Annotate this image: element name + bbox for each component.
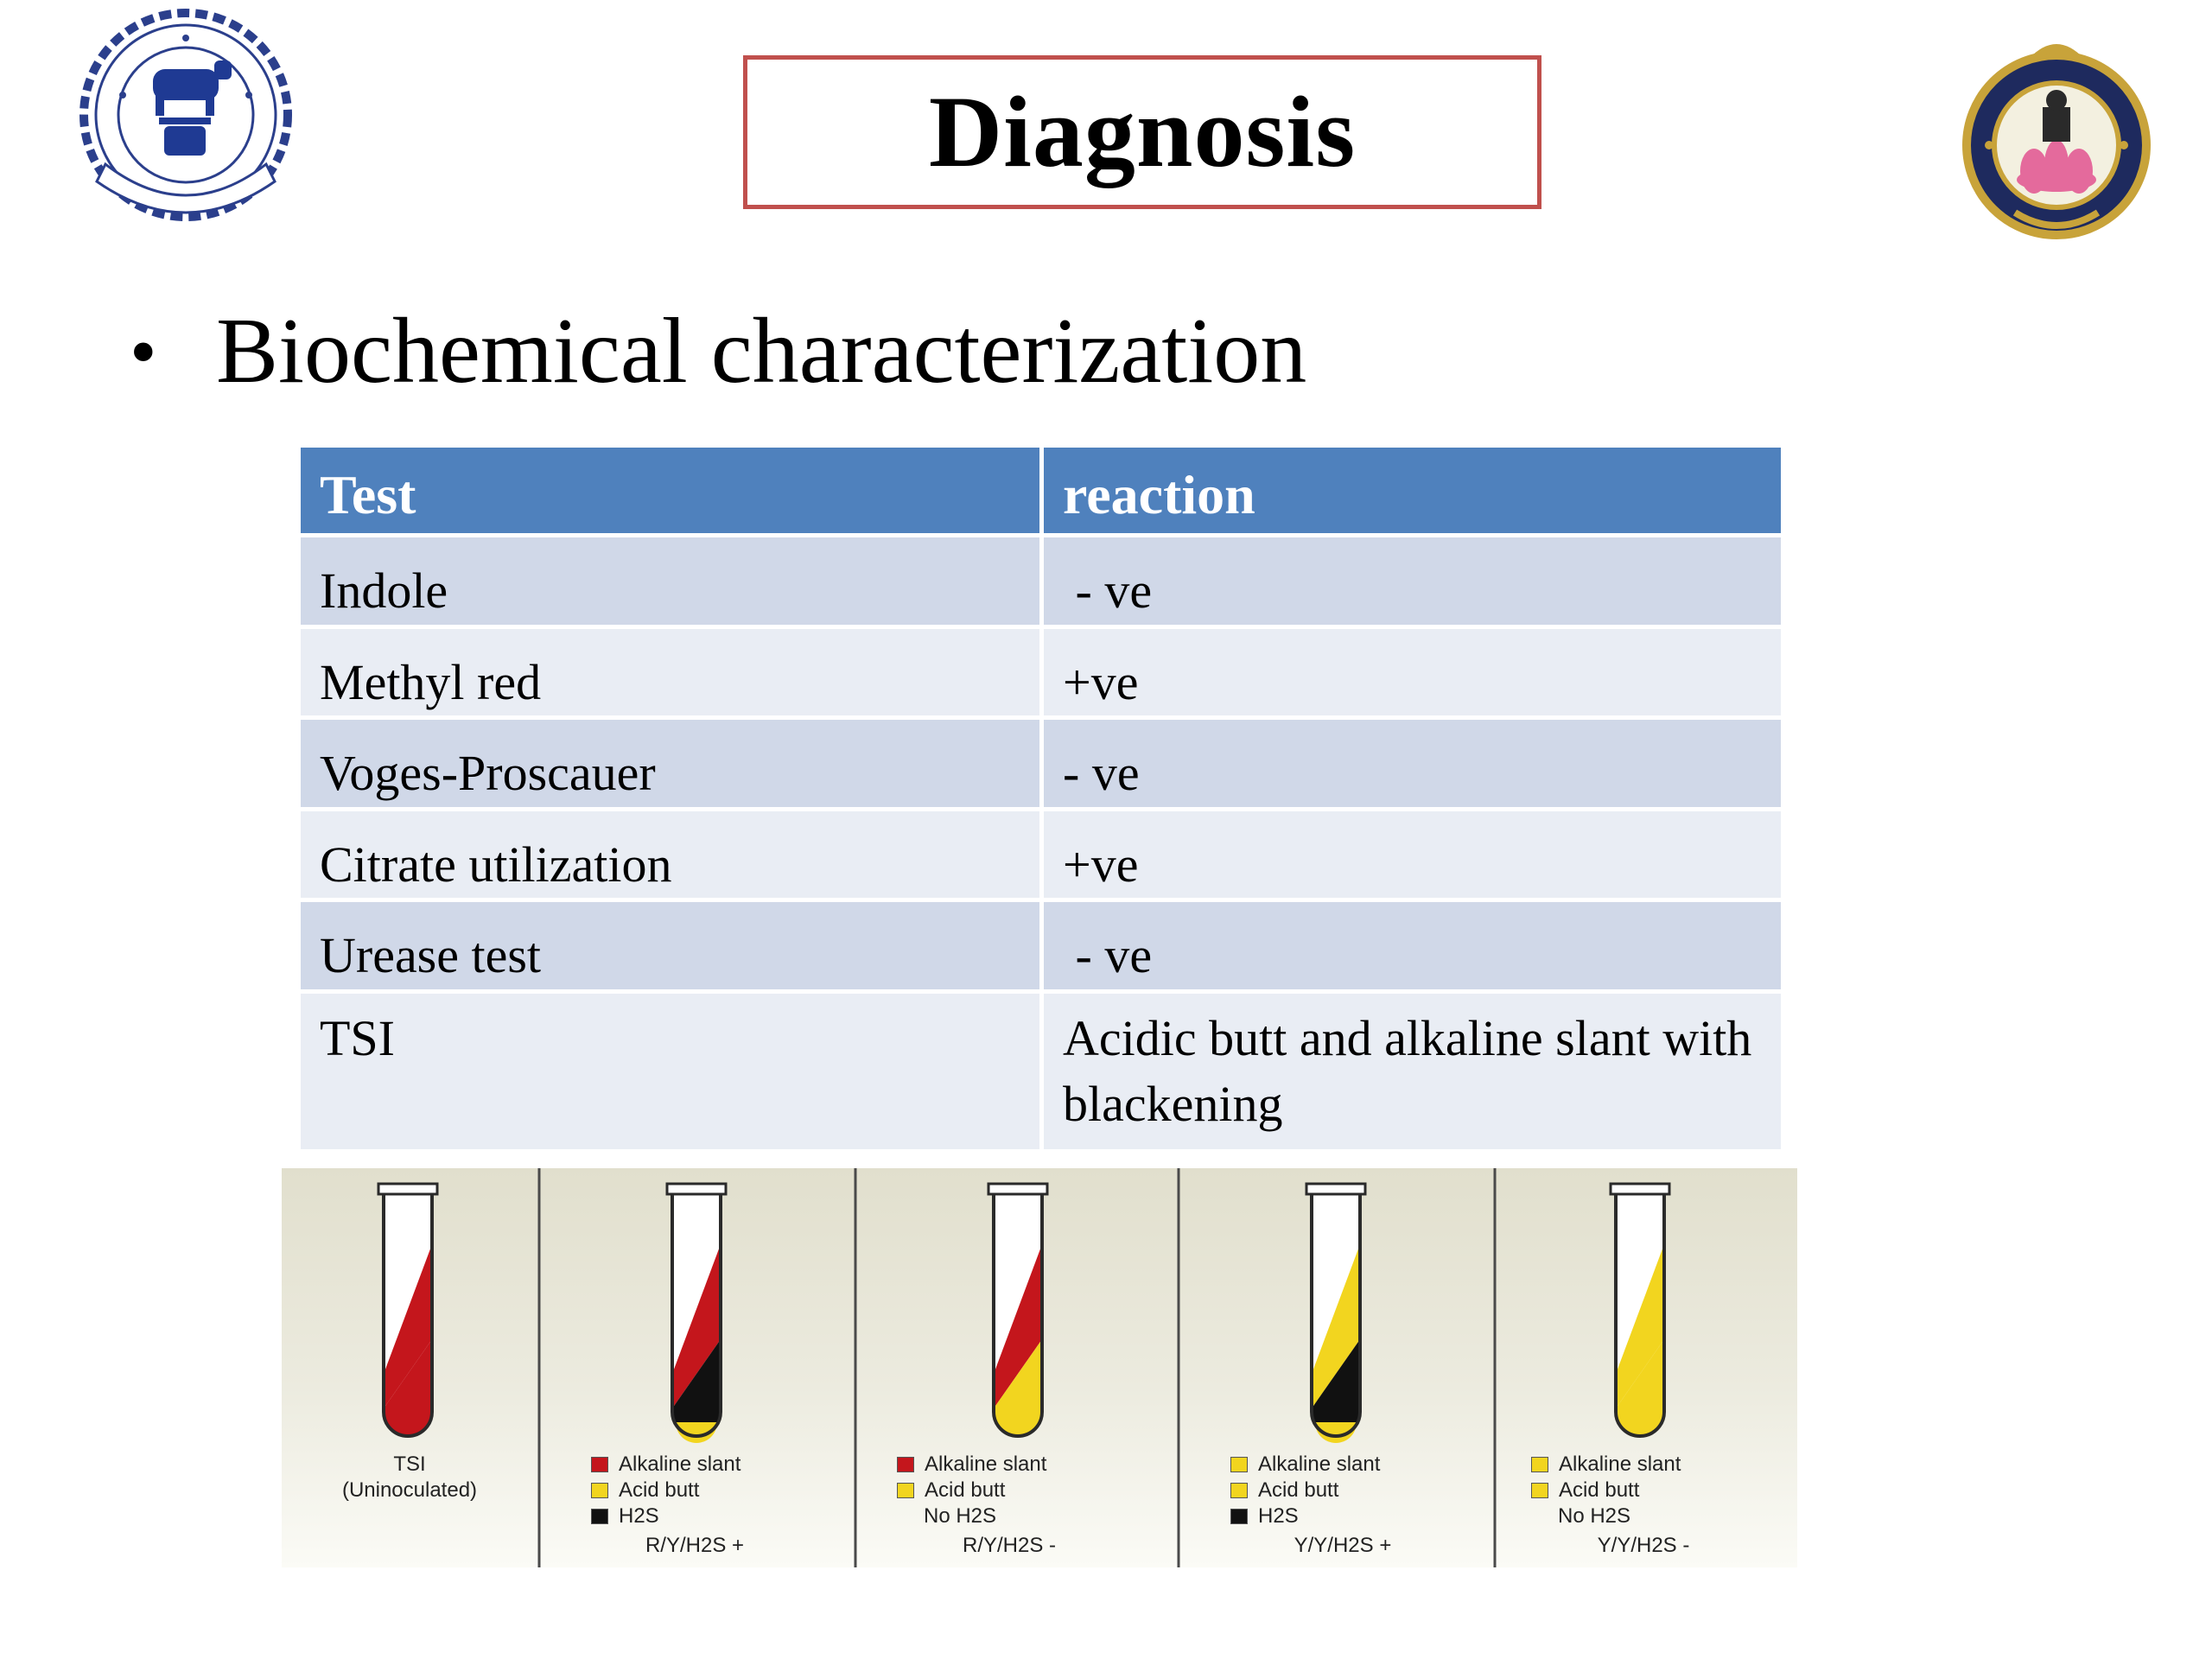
test-tube-3 [987, 1182, 1049, 1438]
header-test: Test [296, 443, 1044, 537]
cell-test: Voges-Proscauer [296, 715, 1044, 811]
bullet-text: Biochemical characterization [216, 300, 1307, 403]
butt-label: Acid butt [925, 1478, 1006, 1502]
test-tube-1 [377, 1182, 439, 1438]
cell-reaction: +ve [1039, 806, 1785, 903]
title-box: Diagnosis [743, 55, 1541, 209]
cell-test: Methyl red [296, 624, 1044, 721]
butt-label: Acid butt [619, 1478, 700, 1502]
cell-test: Citrate utilization [296, 806, 1044, 903]
red-swatch-icon [591, 1457, 608, 1472]
black-swatch-icon [591, 1509, 608, 1524]
yellow-swatch-icon [1531, 1457, 1548, 1472]
slant-label: Alkaline slant [1559, 1452, 1681, 1476]
h2s-label: H2S [619, 1504, 659, 1528]
tube-code: R/Y/H2S + [645, 1534, 745, 1557]
table-row: Methyl red +ve [296, 624, 1785, 721]
cell-test: Urease test [296, 898, 1044, 994]
tube-5-label: Alkaline slant Acid butt No H2S Y/Y/H2S … [1531, 1452, 1756, 1559]
test-tube-2 [665, 1182, 728, 1443]
university-seal-icon [79, 9, 292, 221]
cell-test: TSI [296, 988, 1044, 1154]
red-swatch-icon [897, 1457, 914, 1472]
h2s-label: H2S [1258, 1504, 1299, 1528]
cell-reaction: - ve [1039, 533, 1785, 629]
yellow-swatch-icon [1230, 1457, 1248, 1472]
h2s-label: No H2S [924, 1504, 997, 1528]
h2s-label: No H2S [1558, 1504, 1631, 1528]
header-reaction: reaction [1039, 443, 1785, 537]
bullet-item: • Biochemical characterization [130, 298, 1306, 405]
table-row: Voges-Proscauer - ve [296, 715, 1785, 811]
yellow-swatch-icon [1531, 1483, 1548, 1498]
tsi-figure: TSI (Uninoculated) Alkaline slant Acid b… [282, 1168, 1797, 1567]
cell-reaction: +ve [1039, 624, 1785, 721]
tube-code: R/Y/H2S - [962, 1534, 1057, 1557]
cell-reaction: - ve [1039, 898, 1785, 994]
bullet-dot-icon: • [130, 308, 157, 395]
cell-reaction: - ve [1039, 715, 1785, 811]
college-crest-icon [1962, 44, 2151, 239]
yellow-swatch-icon [1230, 1483, 1248, 1498]
cell-reaction: Acidic butt and alkaline slant with blac… [1039, 988, 1785, 1154]
slide-title: Diagnosis [928, 75, 1357, 188]
table-header-row: Test reaction [296, 443, 1785, 537]
table-row: Indole - ve [296, 533, 1785, 629]
tube-3-label: Alkaline slant Acid butt No H2S R/Y/H2S … [897, 1452, 1122, 1559]
table-row: TSI Acidic butt and alkaline slant with … [296, 988, 1785, 1154]
butt-label: Acid butt [1559, 1478, 1640, 1502]
table-row: Citrate utilization +ve [296, 806, 1785, 903]
tube-1-label-line1: TSI [393, 1452, 426, 1476]
yellow-swatch-icon [897, 1483, 914, 1498]
test-tube-4 [1305, 1182, 1367, 1443]
slant-label: Alkaline slant [1258, 1452, 1381, 1476]
slant-label: Alkaline slant [619, 1452, 741, 1476]
cell-test: Indole [296, 533, 1044, 629]
black-swatch-icon [1230, 1509, 1248, 1524]
tube-2-label: Alkaline slant Acid butt H2S R/Y/H2S + [591, 1452, 798, 1559]
butt-label: Acid butt [1258, 1478, 1339, 1502]
biochemical-table: Test reaction Indole - ve Methyl red +ve… [296, 443, 1785, 1154]
tube-1-label-line2: (Uninoculated) [341, 1478, 478, 1502]
test-tube-5 [1609, 1182, 1671, 1438]
yellow-swatch-icon [591, 1483, 608, 1498]
tube-1-label: TSI (Uninoculated) [315, 1452, 505, 1503]
slant-label: Alkaline slant [925, 1452, 1047, 1476]
tube-code: Y/Y/H2S - [1597, 1534, 1690, 1557]
table-row: Urease test - ve [296, 898, 1785, 994]
tsi-tubes-graphic [377, 1168, 1671, 1567]
tube-4-label: Alkaline slant Acid butt H2S Y/Y/H2S + [1230, 1452, 1455, 1559]
tube-code: Y/Y/H2S + [1294, 1534, 1392, 1557]
